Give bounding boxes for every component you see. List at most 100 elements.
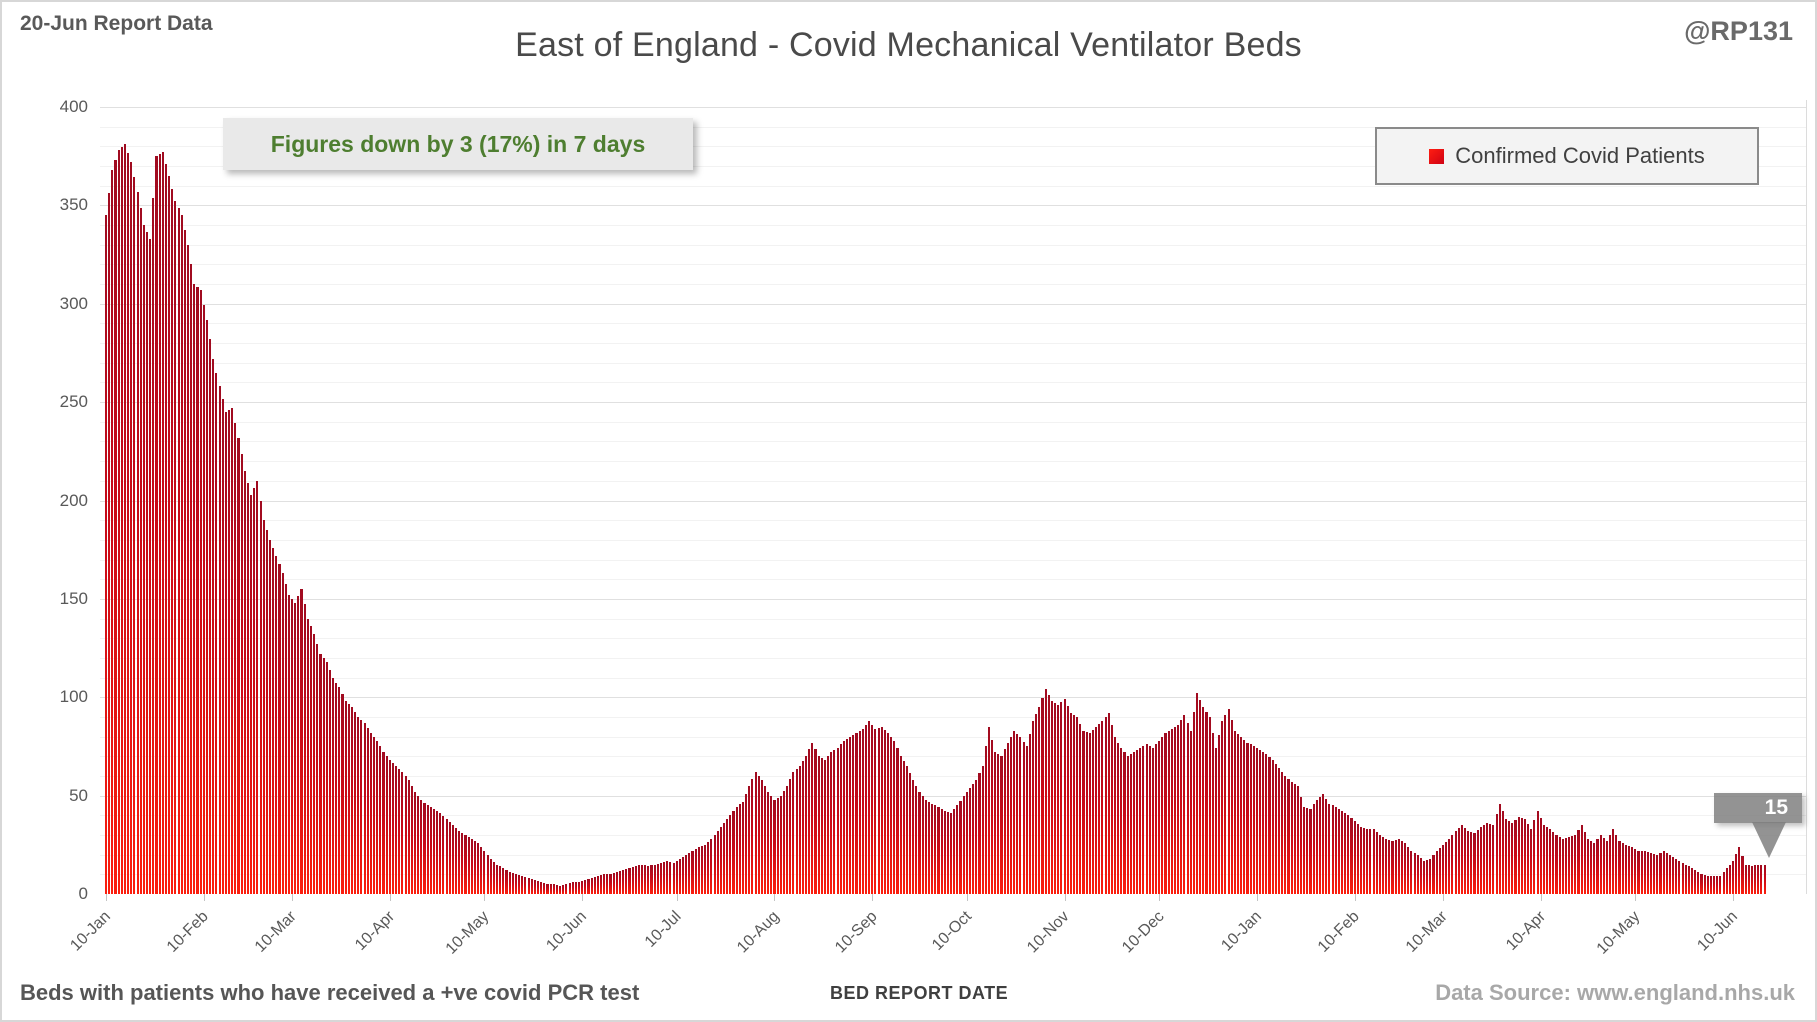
bar <box>117 150 120 894</box>
bar <box>473 840 476 894</box>
bar <box>883 729 886 894</box>
bar <box>666 860 669 894</box>
bar <box>808 749 811 894</box>
bar <box>1214 748 1217 894</box>
bar <box>612 873 615 894</box>
bar <box>1038 707 1041 894</box>
bar <box>1564 837 1567 894</box>
bar <box>741 801 745 894</box>
bar <box>713 834 716 894</box>
bar <box>839 744 842 894</box>
bar <box>480 846 483 894</box>
bar <box>877 727 880 894</box>
bar <box>1725 868 1728 894</box>
bar <box>1148 746 1151 894</box>
bar <box>770 795 773 894</box>
bar <box>745 793 748 894</box>
bar <box>164 164 167 894</box>
gridline <box>100 834 1806 836</box>
bar <box>924 799 927 894</box>
bar <box>508 872 511 894</box>
bar <box>1356 824 1359 894</box>
bar <box>1101 720 1104 894</box>
bar <box>1117 742 1120 894</box>
bar <box>1366 829 1369 894</box>
bar <box>1561 838 1564 894</box>
bar <box>1675 858 1678 894</box>
bar <box>915 785 918 894</box>
bar <box>1022 741 1025 894</box>
bar <box>987 726 990 894</box>
bar <box>1508 821 1511 894</box>
bar <box>1501 811 1504 894</box>
bar <box>1028 733 1031 894</box>
bar <box>1400 840 1404 894</box>
bar <box>1747 865 1750 894</box>
bar <box>1195 693 1199 894</box>
chart-title: East of England - Covid Mechanical Venti… <box>515 26 1302 64</box>
gridline <box>100 520 1806 522</box>
bar <box>1530 829 1533 894</box>
bar <box>246 482 249 894</box>
gridline <box>100 244 1806 246</box>
bar <box>533 880 536 894</box>
x-tick-label: 10-Apr <box>1502 908 1549 954</box>
last-value-text: 15 <box>1764 796 1788 819</box>
bar <box>202 304 205 894</box>
bar <box>688 852 691 894</box>
bar <box>1082 730 1085 894</box>
bar <box>849 736 852 894</box>
bar <box>1687 866 1690 894</box>
bar <box>1404 842 1407 894</box>
y-tick-label: 400 <box>59 97 88 116</box>
bar <box>1110 724 1113 894</box>
bar <box>1227 709 1230 894</box>
bar <box>1120 748 1123 894</box>
bar <box>1476 830 1479 894</box>
bar <box>587 879 590 894</box>
bar <box>442 816 445 894</box>
bar <box>1694 870 1697 894</box>
bar <box>259 500 262 894</box>
x-axis-tick <box>1732 894 1734 901</box>
bar <box>1719 876 1722 894</box>
bar <box>1265 754 1268 894</box>
bar <box>1602 837 1605 894</box>
bar <box>909 773 912 894</box>
bar <box>1583 832 1586 894</box>
bar <box>407 779 410 894</box>
bar <box>1337 809 1340 894</box>
bar <box>1113 736 1117 894</box>
bar <box>1129 754 1132 894</box>
gridline <box>100 677 1806 679</box>
x-tick-label: 10-Nov <box>1024 908 1073 957</box>
bar <box>1706 876 1709 894</box>
bar <box>1495 814 1498 894</box>
bar <box>763 785 767 894</box>
bar <box>1170 728 1173 894</box>
bar <box>606 874 609 894</box>
bar <box>659 862 663 894</box>
bar <box>1322 793 1325 894</box>
bar <box>1473 833 1476 894</box>
bar <box>1249 744 1252 894</box>
bar <box>596 876 599 894</box>
bar <box>786 785 789 894</box>
bar <box>1255 748 1258 894</box>
bar <box>1382 836 1385 894</box>
bar <box>962 795 965 894</box>
bar <box>779 795 782 894</box>
bar <box>524 877 527 894</box>
bar <box>921 795 924 894</box>
callout-pointer-icon <box>1752 822 1786 858</box>
bar <box>265 530 268 894</box>
bar <box>1205 712 1208 894</box>
bar <box>395 766 398 894</box>
bar <box>1044 689 1047 894</box>
bar <box>1486 823 1489 894</box>
x-tick-label: 10-May <box>1593 908 1644 958</box>
bar <box>448 822 451 894</box>
bar <box>1596 838 1599 894</box>
y-tick-label: 200 <box>59 490 88 510</box>
bar <box>637 865 640 894</box>
